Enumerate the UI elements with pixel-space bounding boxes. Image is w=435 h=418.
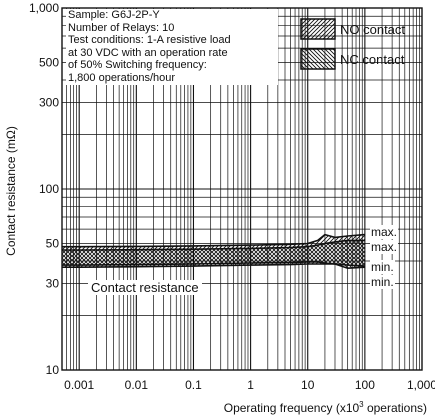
condition-line: at 30 VDC with an operation rate: [68, 46, 228, 59]
condition-line: Number of Relays: 10: [68, 21, 175, 34]
x-tick-label: 0.001: [64, 378, 94, 392]
end-label-min: min.: [370, 260, 395, 274]
test-conditions: Sample: G6J-2P-Y Number of Relays: 10 Te…: [66, 9, 278, 85]
end-label-min: min.: [370, 275, 395, 289]
x-tick-label: 0.1: [185, 378, 202, 392]
x-tick-label: 10: [301, 378, 315, 392]
legend-swatch-nc-contact: [300, 48, 336, 70]
plot-frame: [61, 7, 423, 371]
series-layer: [62, 233, 365, 270]
y-axis-label: Contact resistance (mΩ): [4, 126, 18, 256]
tick-labels: 0.001 0.01 0.1 1 10 100 1,000 10 30 50 100 300 500 1,…: [29, 1, 435, 392]
condition-line: Test conditions: 1-A resistive load: [68, 34, 231, 47]
condition-line: of 50% Switching frequency:: [68, 59, 207, 72]
x-axis-label: Operating frequency (x103 operations): [223, 400, 427, 415]
end-label-max: max.: [370, 225, 399, 239]
y-tick-label: 300: [39, 96, 59, 110]
condition-line: Sample: G6J-2P-Y: [68, 9, 160, 21]
series-max-line: [62, 239, 365, 251]
y-tick-label: 30: [46, 277, 60, 291]
end-label-max: max.: [370, 240, 399, 254]
legend-label-nc-contact: NC contact: [340, 51, 405, 67]
y-tick-label: 500: [39, 55, 59, 69]
y-tick-label: 1,000: [29, 1, 59, 15]
x-tick-label: 0.01: [125, 378, 149, 392]
x-tick-label: 100: [355, 378, 375, 392]
x-tick-label: 1: [247, 378, 254, 392]
x-tick-label: 1,000: [407, 378, 435, 392]
series-min-line: [62, 261, 365, 270]
legend-item-nc-contact: NC contact: [300, 47, 404, 71]
condition-line: 1,800 operations/hour: [68, 71, 176, 84]
series-max-line: [62, 233, 365, 248]
legend-label-no-contact: NO contact: [340, 21, 406, 37]
legend-swatch-no-contact: [300, 18, 336, 40]
y-tick-label: 10: [46, 363, 60, 377]
y-tick-label: 100: [39, 182, 59, 196]
series-band: [62, 240, 365, 269]
y-tick-label: 50: [46, 236, 60, 250]
contact-resistance-annotation: Contact resistance: [88, 280, 202, 295]
legend-item-no-contact: NO contact: [300, 17, 405, 41]
